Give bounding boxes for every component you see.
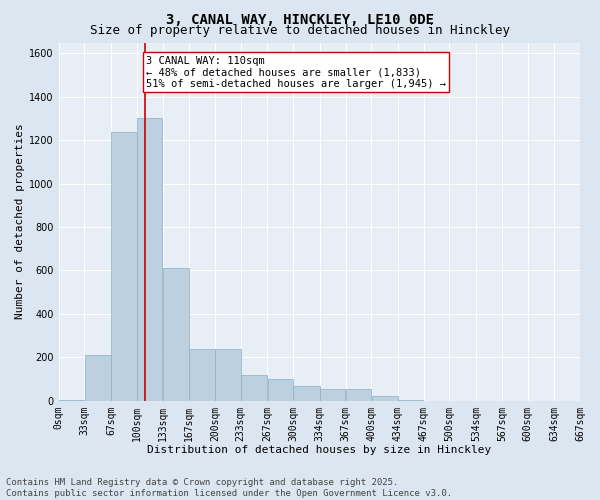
Bar (111, 132, 137, 400)
Bar (293, 386, 320, 400)
Bar (190, 348, 215, 401)
Text: Size of property relative to detached houses in Hinckley: Size of property relative to detached ho… (90, 24, 510, 37)
Bar (320, 389, 346, 400)
X-axis label: Distribution of detached houses by size in Hinckley: Distribution of detached houses by size … (147, 445, 491, 455)
Bar (346, 389, 371, 400)
Bar (215, 348, 241, 401)
Y-axis label: Number of detached properties: Number of detached properties (15, 124, 25, 320)
Bar (268, 379, 293, 400)
Text: 3 CANAL WAY: 110sqm
← 48% of detached houses are smaller (1,833)
51% of semi-det: 3 CANAL WAY: 110sqm ← 48% of detached ho… (146, 56, 446, 88)
Bar (163, 268, 189, 400)
Bar (371, 396, 398, 400)
Bar (137, 118, 163, 400)
Text: 3, CANAL WAY, HINCKLEY, LE10 0DE: 3, CANAL WAY, HINCKLEY, LE10 0DE (166, 12, 434, 26)
Bar (85, 355, 111, 401)
Bar (241, 374, 267, 400)
Text: Contains HM Land Registry data © Crown copyright and database right 2025.
Contai: Contains HM Land Registry data © Crown c… (6, 478, 452, 498)
